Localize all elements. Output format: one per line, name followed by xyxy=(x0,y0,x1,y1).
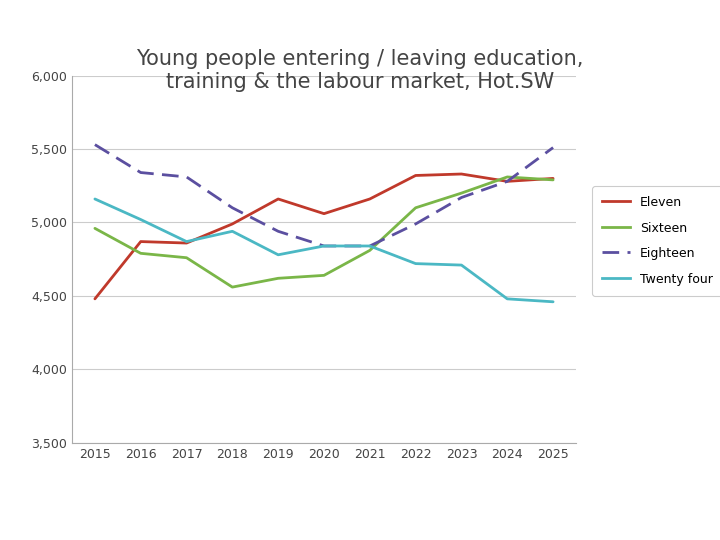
Text: Young people entering / leaving education,
training & the labour market, Hot.SW: Young people entering / leaving educatio… xyxy=(136,49,584,92)
Text: UNIVERSITY OF: UNIVERSITY OF xyxy=(22,495,80,504)
Text: EXETER: EXETER xyxy=(22,508,94,526)
Text: www.exeter.ac.uk: www.exeter.ac.uk xyxy=(168,500,303,515)
Legend: Eleven, Sixteen, Eighteen, Twenty four: Eleven, Sixteen, Eighteen, Twenty four xyxy=(593,186,720,295)
